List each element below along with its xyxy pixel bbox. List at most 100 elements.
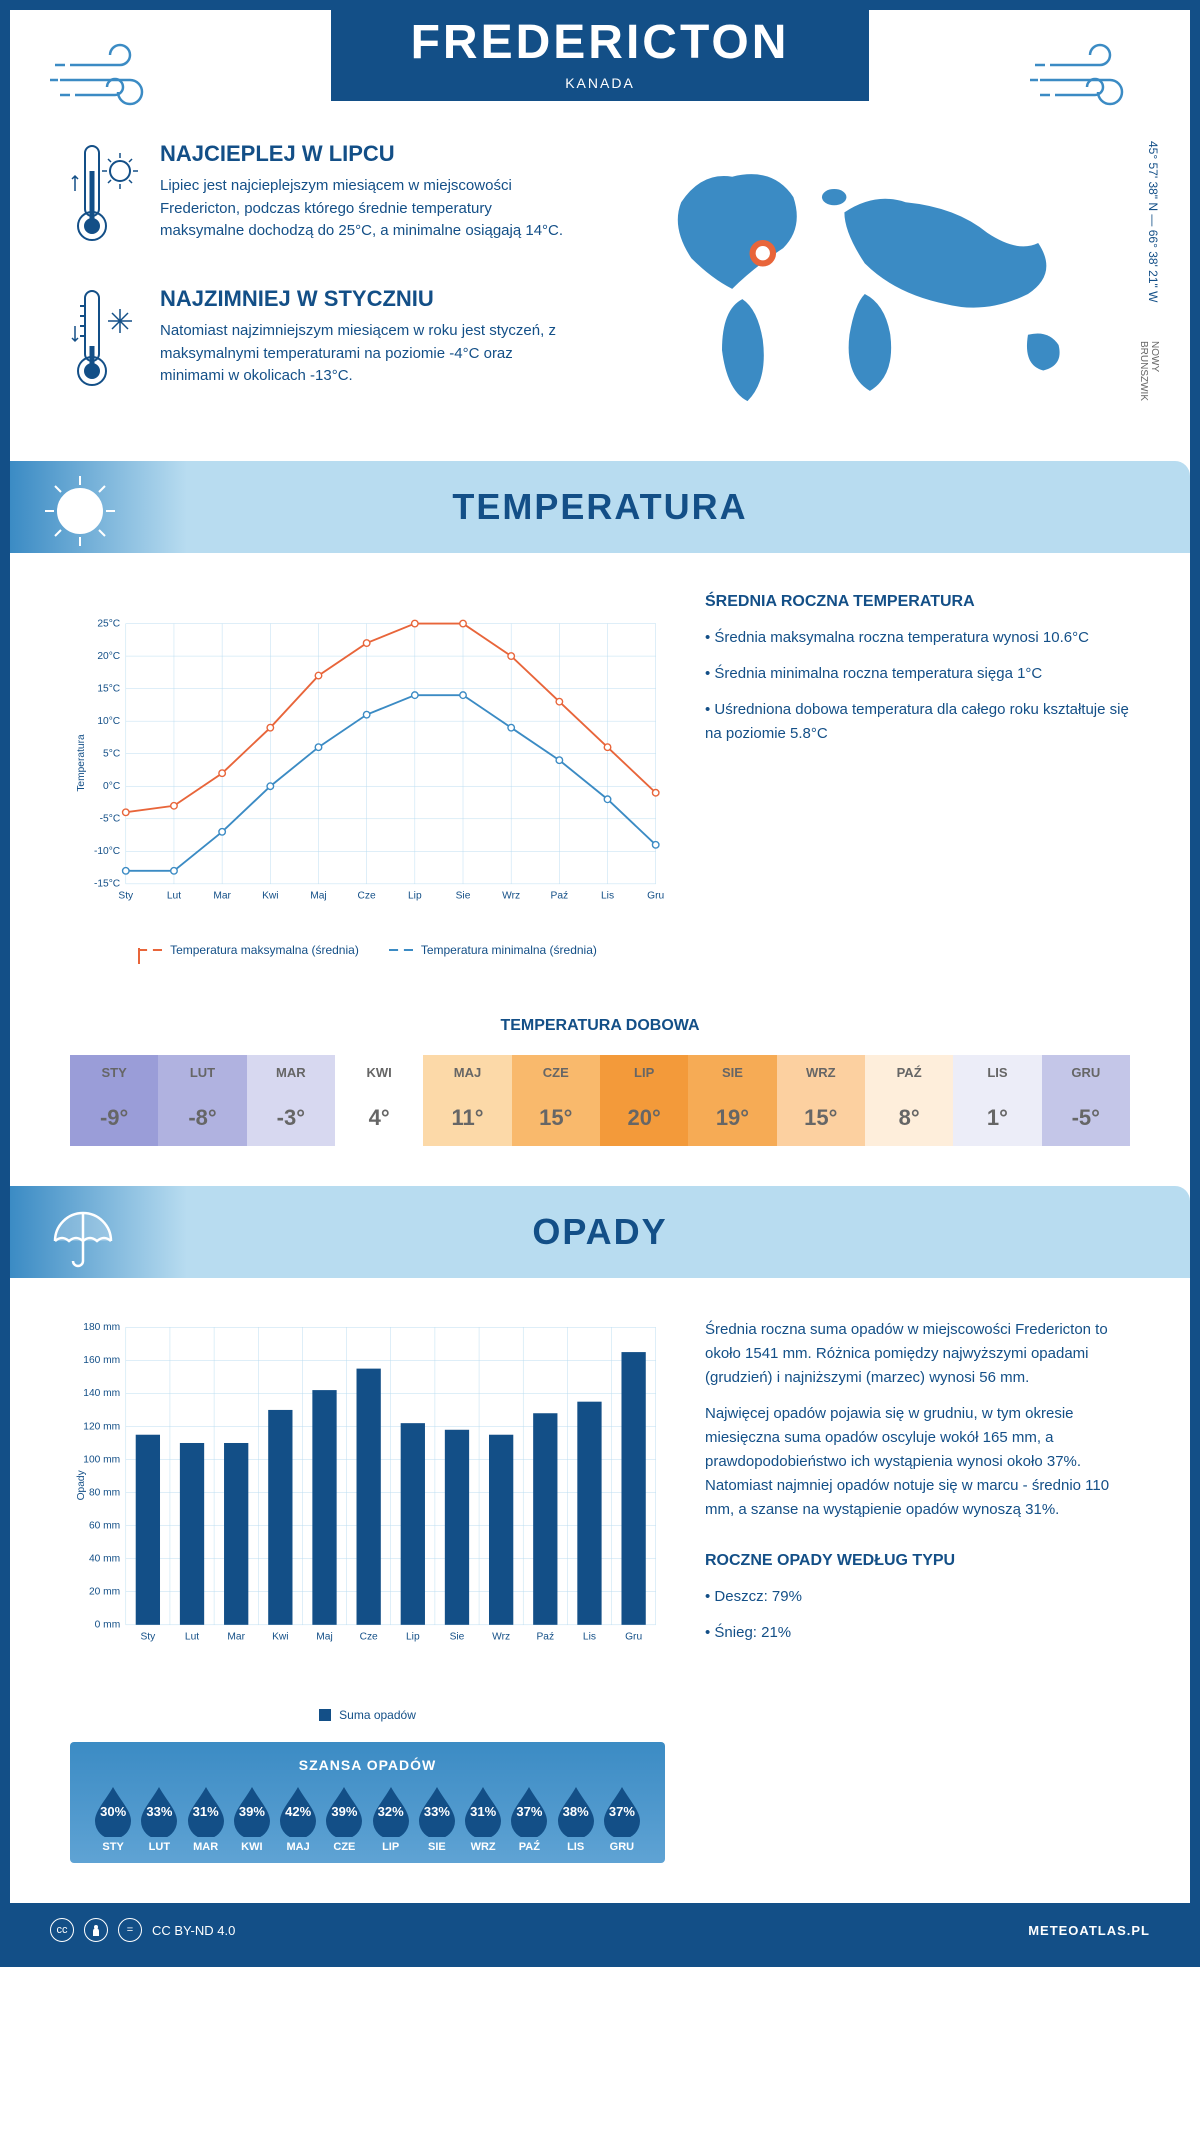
chance-month: PAŹ — [506, 1841, 552, 1853]
chance-item: 30%STY — [90, 1783, 136, 1853]
svg-text:Opady: Opady — [76, 1469, 87, 1500]
svg-text:60 mm: 60 mm — [89, 1520, 120, 1531]
overview-map: 45° 57' 38" N — 66° 38' 21" W NOWY BRUNS… — [620, 141, 1130, 431]
svg-text:120 mm: 120 mm — [83, 1421, 120, 1432]
temperature-chart-area: -15°C-10°C-5°C0°C5°C10°C15°C20°C25°CStyL… — [70, 593, 665, 957]
drop-icon: 39% — [322, 1783, 366, 1837]
chance-month: LIS — [553, 1841, 599, 1853]
daily-temp-cell: LIP20° — [600, 1055, 688, 1146]
drop-icon: 31% — [461, 1783, 505, 1837]
daily-temp-cell: LUT-8° — [158, 1055, 246, 1146]
world-map — [620, 141, 1130, 421]
drop-icon: 30% — [91, 1783, 135, 1837]
temp-stat-2: Średnia minimalna roczna temperatura się… — [705, 662, 1130, 686]
svg-text:Wrz: Wrz — [502, 891, 520, 902]
region-label: NOWY BRUNSZWIK — [1138, 341, 1160, 431]
chance-item: 31% MAR — [183, 1783, 229, 1853]
svg-text:Paź: Paź — [551, 891, 569, 902]
svg-text:-10°C: -10°C — [94, 846, 120, 857]
chance-value: 37% — [516, 1804, 542, 1819]
nd-icon: = — [118, 1918, 142, 1942]
svg-text:25°C: 25°C — [97, 618, 120, 629]
daily-temp-title: TEMPERATURA DOBOWA — [10, 1017, 1190, 1035]
svg-text:Lut: Lut — [185, 1632, 199, 1643]
svg-text:Maj: Maj — [310, 891, 326, 902]
title-banner: FREDERICTON KANADA — [331, 0, 870, 101]
country-label: KANADA — [411, 75, 790, 91]
temp-stat-3: Uśredniona dobowa temperatura dla całego… — [705, 698, 1130, 746]
overview-facts: NAJCIEPLEJ W LIPCU Lipiec jest najcieple… — [70, 141, 580, 431]
precip-legend-label: Suma opadów — [339, 1708, 416, 1722]
daily-temp-cell: PAŹ8° — [865, 1055, 953, 1146]
dt-month: CZE — [512, 1055, 600, 1090]
precip-snow: Śnieg: 21% — [705, 1621, 1130, 1645]
chance-month: KWI — [229, 1841, 275, 1853]
dt-month: MAR — [247, 1055, 335, 1090]
precipitation-bar-chart: 0 mm20 mm40 mm60 mm80 mm100 mm120 mm140 … — [70, 1318, 665, 1698]
chance-value: 30% — [100, 1804, 126, 1819]
svg-text:Sty: Sty — [118, 891, 134, 902]
dt-month: STY — [70, 1055, 158, 1090]
dt-month: LIS — [953, 1055, 1041, 1090]
daily-temp-cell: MAR-3° — [247, 1055, 335, 1146]
daily-temp-cell: KWI4° — [335, 1055, 423, 1146]
daily-temp-cell: CZE15° — [512, 1055, 600, 1146]
daily-temp-cell: SIE19° — [688, 1055, 776, 1146]
svg-text:-15°C: -15°C — [94, 879, 120, 890]
precipitation-chart-area: 0 mm20 mm40 mm60 mm80 mm100 mm120 mm140 … — [70, 1318, 665, 1863]
daily-temp-cell: LIS1° — [953, 1055, 1041, 1146]
dt-month: LUT — [158, 1055, 246, 1090]
svg-text:Lis: Lis — [583, 1632, 596, 1643]
dt-value: 4° — [335, 1090, 423, 1146]
chance-value: 37% — [609, 1804, 635, 1819]
cold-fact-text: Natomiast najzimniejszym miesiącem w rok… — [160, 320, 580, 388]
cold-fact: NAJZIMNIEJ W STYCZNIU Natomiast najzimni… — [70, 286, 580, 401]
svg-text:Lut: Lut — [167, 891, 181, 902]
svg-text:Sie: Sie — [456, 891, 471, 902]
svg-text:20°C: 20°C — [97, 651, 120, 662]
infographic-page: FREDERICTON KANADA NAJCIEPLEJ W LIPCU Li… — [0, 0, 1200, 1967]
legend-max-label: Temperatura maksymalna (średnia) — [170, 943, 359, 957]
chance-value: 38% — [563, 1804, 589, 1819]
thermometer-hot-icon — [70, 141, 140, 256]
svg-text:-5°C: -5°C — [100, 814, 121, 825]
drop-icon: 37% — [600, 1783, 644, 1837]
chance-item: 39%CZE — [321, 1783, 367, 1853]
svg-text:Mar: Mar — [213, 891, 231, 902]
svg-text:Gru: Gru — [647, 891, 664, 902]
chance-value: 31% — [470, 1804, 496, 1819]
chance-value: 39% — [239, 1804, 265, 1819]
hot-fact: NAJCIEPLEJ W LIPCU Lipiec jest najcieple… — [70, 141, 580, 256]
city-name: FREDERICTON — [411, 15, 790, 70]
svg-text:5°C: 5°C — [103, 748, 120, 759]
drop-icon: 38% — [554, 1783, 598, 1837]
svg-text:Wrz: Wrz — [492, 1632, 510, 1643]
temperature-line-chart: -15°C-10°C-5°C0°C5°C10°C15°C20°C25°CStyL… — [70, 593, 665, 933]
svg-text:80 mm: 80 mm — [89, 1487, 120, 1498]
chance-month: MAR — [183, 1841, 229, 1853]
svg-text:Sty: Sty — [140, 1632, 156, 1643]
svg-text:140 mm: 140 mm — [83, 1388, 120, 1399]
temperature-legend: Temperatura maksymalna (średnia) Tempera… — [70, 943, 665, 957]
svg-text:Temperatura: Temperatura — [76, 734, 87, 792]
precipitation-body: 0 mm20 mm40 mm60 mm80 mm100 mm120 mm140 … — [10, 1278, 1190, 1903]
dt-month: LIP — [600, 1055, 688, 1090]
chance-value: 31% — [193, 1804, 219, 1819]
svg-text:20 mm: 20 mm — [89, 1587, 120, 1598]
dt-value: 11° — [423, 1090, 511, 1146]
chance-item: 38% LIS — [553, 1783, 599, 1853]
svg-text:Cze: Cze — [360, 1632, 378, 1643]
dt-value: -5° — [1042, 1090, 1130, 1146]
daily-temp-cell: WRZ15° — [777, 1055, 865, 1146]
chance-panel: SZANSA OPADÓW 30%STY33%LUT31%MAR39%KWI42… — [70, 1742, 665, 1863]
footer-license: cc = CC BY-ND 4.0 — [50, 1918, 235, 1942]
svg-text:0°C: 0°C — [103, 781, 120, 792]
temperature-body: -15°C-10°C-5°C0°C5°C10°C15°C20°C25°CStyL… — [10, 553, 1190, 997]
chance-value: 42% — [285, 1804, 311, 1819]
hot-fact-content: NAJCIEPLEJ W LIPCU Lipiec jest najcieple… — [160, 141, 580, 256]
cold-fact-title: NAJZIMNIEJ W STYCZNIU — [160, 286, 580, 312]
dt-month: WRZ — [777, 1055, 865, 1090]
overview-section: NAJCIEPLEJ W LIPCU Lipiec jest najcieple… — [10, 111, 1190, 461]
chance-value: 39% — [331, 1804, 357, 1819]
svg-text:Maj: Maj — [316, 1632, 332, 1643]
